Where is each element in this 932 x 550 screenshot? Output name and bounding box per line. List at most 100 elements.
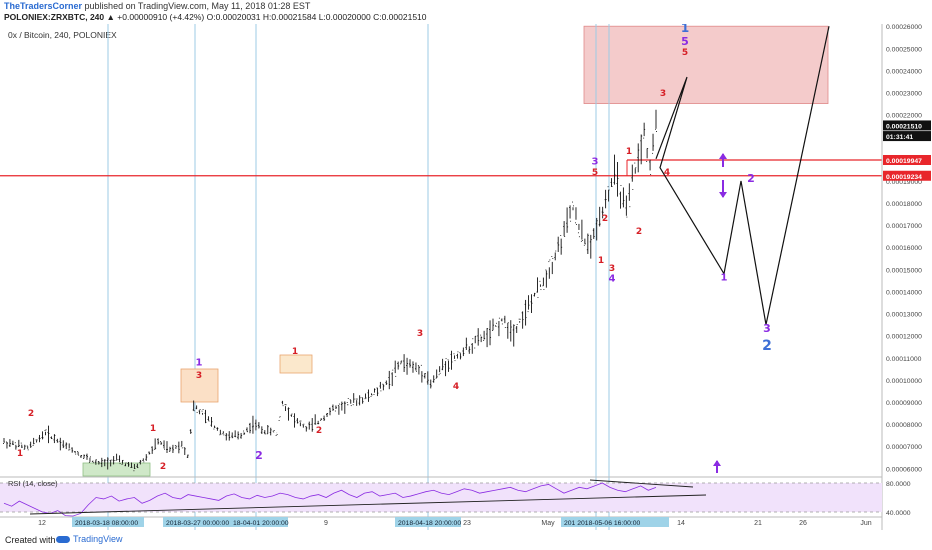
high-value: 0.00021584 <box>271 12 317 22</box>
arrow-down-head <box>719 192 727 198</box>
wave3-box-a <box>180 368 219 403</box>
y-tick-label: 0.00012000 <box>886 334 922 341</box>
time-label-bg <box>230 517 288 527</box>
ohlc-line: POLONIEX:ZRXBTC, 240 ▲ +0.00000910 (+4.4… <box>4 12 427 22</box>
y-tick-label: 0.00011000 <box>886 356 922 363</box>
open-label: O: <box>206 12 216 22</box>
chart-header: TheTradersCorner published on TradingVie… <box>0 0 932 24</box>
wave-label-5: 3 <box>196 371 202 381</box>
chart-title: 0x / Bitcoin, 240, POLONIEX <box>8 30 117 40</box>
y-tick-label: 0.00008000 <box>886 422 922 429</box>
rsi-trendline-upper <box>589 479 694 488</box>
footer: Created with TradingView <box>0 530 932 550</box>
wave-label-0: 1 <box>17 449 23 459</box>
projected-wave-path <box>655 26 830 325</box>
time-label: 2018-03-18 08:00:00 <box>75 520 138 527</box>
wave-label-15: 3 <box>592 157 599 168</box>
tradingview-brand: TradingView <box>73 534 123 544</box>
symbol-label: POLONIEX:ZRXBTC, 240 <box>4 12 105 22</box>
y-tick-label: 0.00025000 <box>886 46 922 53</box>
price-tag-1: 01:31:41 <box>886 134 913 141</box>
y-tick-label: 0.00006000 <box>886 466 922 473</box>
wave-label-24: 1 <box>721 273 728 284</box>
y-tick-label: 0.00014000 <box>886 289 922 296</box>
y-tick-label: 0.00009000 <box>886 400 922 407</box>
arrow-up-1-head <box>719 153 727 159</box>
publish-info: published on TradingView.com, May 11, 20… <box>84 1 311 11</box>
x-tick-label: 21 <box>754 520 762 527</box>
wave-label-25: 2 <box>747 172 755 185</box>
cloud-icon <box>56 536 70 544</box>
time-label-bg <box>163 517 231 527</box>
wave-label-17: 1 <box>626 147 632 157</box>
y-tick-label: 0.00015000 <box>886 267 922 274</box>
price-chart[interactable]: 0x / Bitcoin, 240, POLONIEX1212131223421… <box>0 24 932 530</box>
time-label: 18-04-01 20:00:00 <box>233 520 289 527</box>
y-tick-label: 0.00023000 <box>886 91 922 98</box>
wave-label-7: 2 <box>316 426 322 436</box>
wave-label-1: 2 <box>28 409 34 419</box>
rsi-lower-label: 40.0000 <box>886 510 911 517</box>
close-label: C: <box>373 12 382 22</box>
low-label: L: <box>318 12 326 22</box>
x-tick-label: 26 <box>799 520 807 527</box>
wave-label-4: 1 <box>196 358 203 369</box>
y-tick-label: 0.00019000 <box>886 179 922 186</box>
wave-label-19: 4 <box>664 168 670 178</box>
price-tag-bg-2 <box>883 154 931 165</box>
y-tick-label: 0.00024000 <box>886 68 922 75</box>
y-tick-label: 0.00017000 <box>886 223 922 230</box>
wave1-box-b <box>279 354 313 374</box>
x-tick-label: 12 <box>38 520 46 527</box>
publish-line: TheTradersCorner published on TradingVie… <box>4 1 310 11</box>
y-tick-label: 0.00026000 <box>886 24 922 31</box>
wave-label-21: 1 <box>681 24 689 35</box>
wave-label-12: 1 <box>598 256 604 266</box>
time-label: 201 2018-05-06 16:00:00 <box>564 520 641 527</box>
time-label-bg <box>72 517 144 527</box>
wave-label-27: 2 <box>762 338 772 354</box>
x-tick-label: 23 <box>463 520 471 527</box>
time-label: 2018-04-18 20:00:00 <box>398 520 461 527</box>
x-tick-label: Jun <box>860 520 871 527</box>
y-tick-label: 0.00013000 <box>886 312 922 319</box>
price-tag-3: 0.00019234 <box>886 174 922 181</box>
wave-label-9: 3 <box>417 329 423 339</box>
wave-label-6: 1 <box>292 347 298 357</box>
wave-label-3: 2 <box>160 462 166 472</box>
wave-label-18: 2 <box>636 227 642 237</box>
close-value: 0.00021510 <box>381 12 427 22</box>
wave-label-14: 4 <box>609 274 616 285</box>
price-tag-2: 0.00019947 <box>886 158 922 165</box>
target-zone-box <box>583 25 829 104</box>
wave-label-22: 5 <box>681 35 689 48</box>
y-tick-label: 0.00010000 <box>886 378 922 385</box>
y-tick-label: 0.00022000 <box>886 113 922 120</box>
open-value: 0.00020031 <box>215 12 261 22</box>
wave-label-2: 1 <box>150 424 156 434</box>
author-link[interactable]: TheTradersCorner <box>4 1 83 11</box>
wave-label-20: 3 <box>660 89 666 99</box>
wave-label-26: 3 <box>763 322 771 335</box>
price-axis-bg <box>882 24 932 530</box>
rsi-line <box>3 482 657 517</box>
y-tick-label: 0.00016000 <box>886 245 922 252</box>
rsi-band <box>0 483 882 512</box>
wave-label-13: 3 <box>609 264 615 274</box>
price-tag-bg-0 <box>883 120 931 131</box>
created-with-label: Created with <box>5 535 56 545</box>
price-tag-0: 0.00021510 <box>886 123 922 130</box>
x-tick-label: 14 <box>677 520 685 527</box>
wave-label-16: 5 <box>592 168 598 178</box>
high-label: H: <box>262 12 272 22</box>
time-label: 2018-03-27 00:00:00 <box>166 520 229 527</box>
price-tag-bg-3 <box>883 170 931 181</box>
rsi-upper-label: 80.0000 <box>886 481 911 488</box>
time-label-bg <box>395 517 461 527</box>
x-tick-label: 9 <box>324 520 328 527</box>
wave-label-23: 5 <box>682 48 688 58</box>
wave-label-10: 4 <box>453 382 459 392</box>
tradingview-logo[interactable]: TradingView <box>56 534 123 544</box>
y-tick-label: 0.00018000 <box>886 201 922 208</box>
rsi-trendline-lower <box>29 494 707 515</box>
